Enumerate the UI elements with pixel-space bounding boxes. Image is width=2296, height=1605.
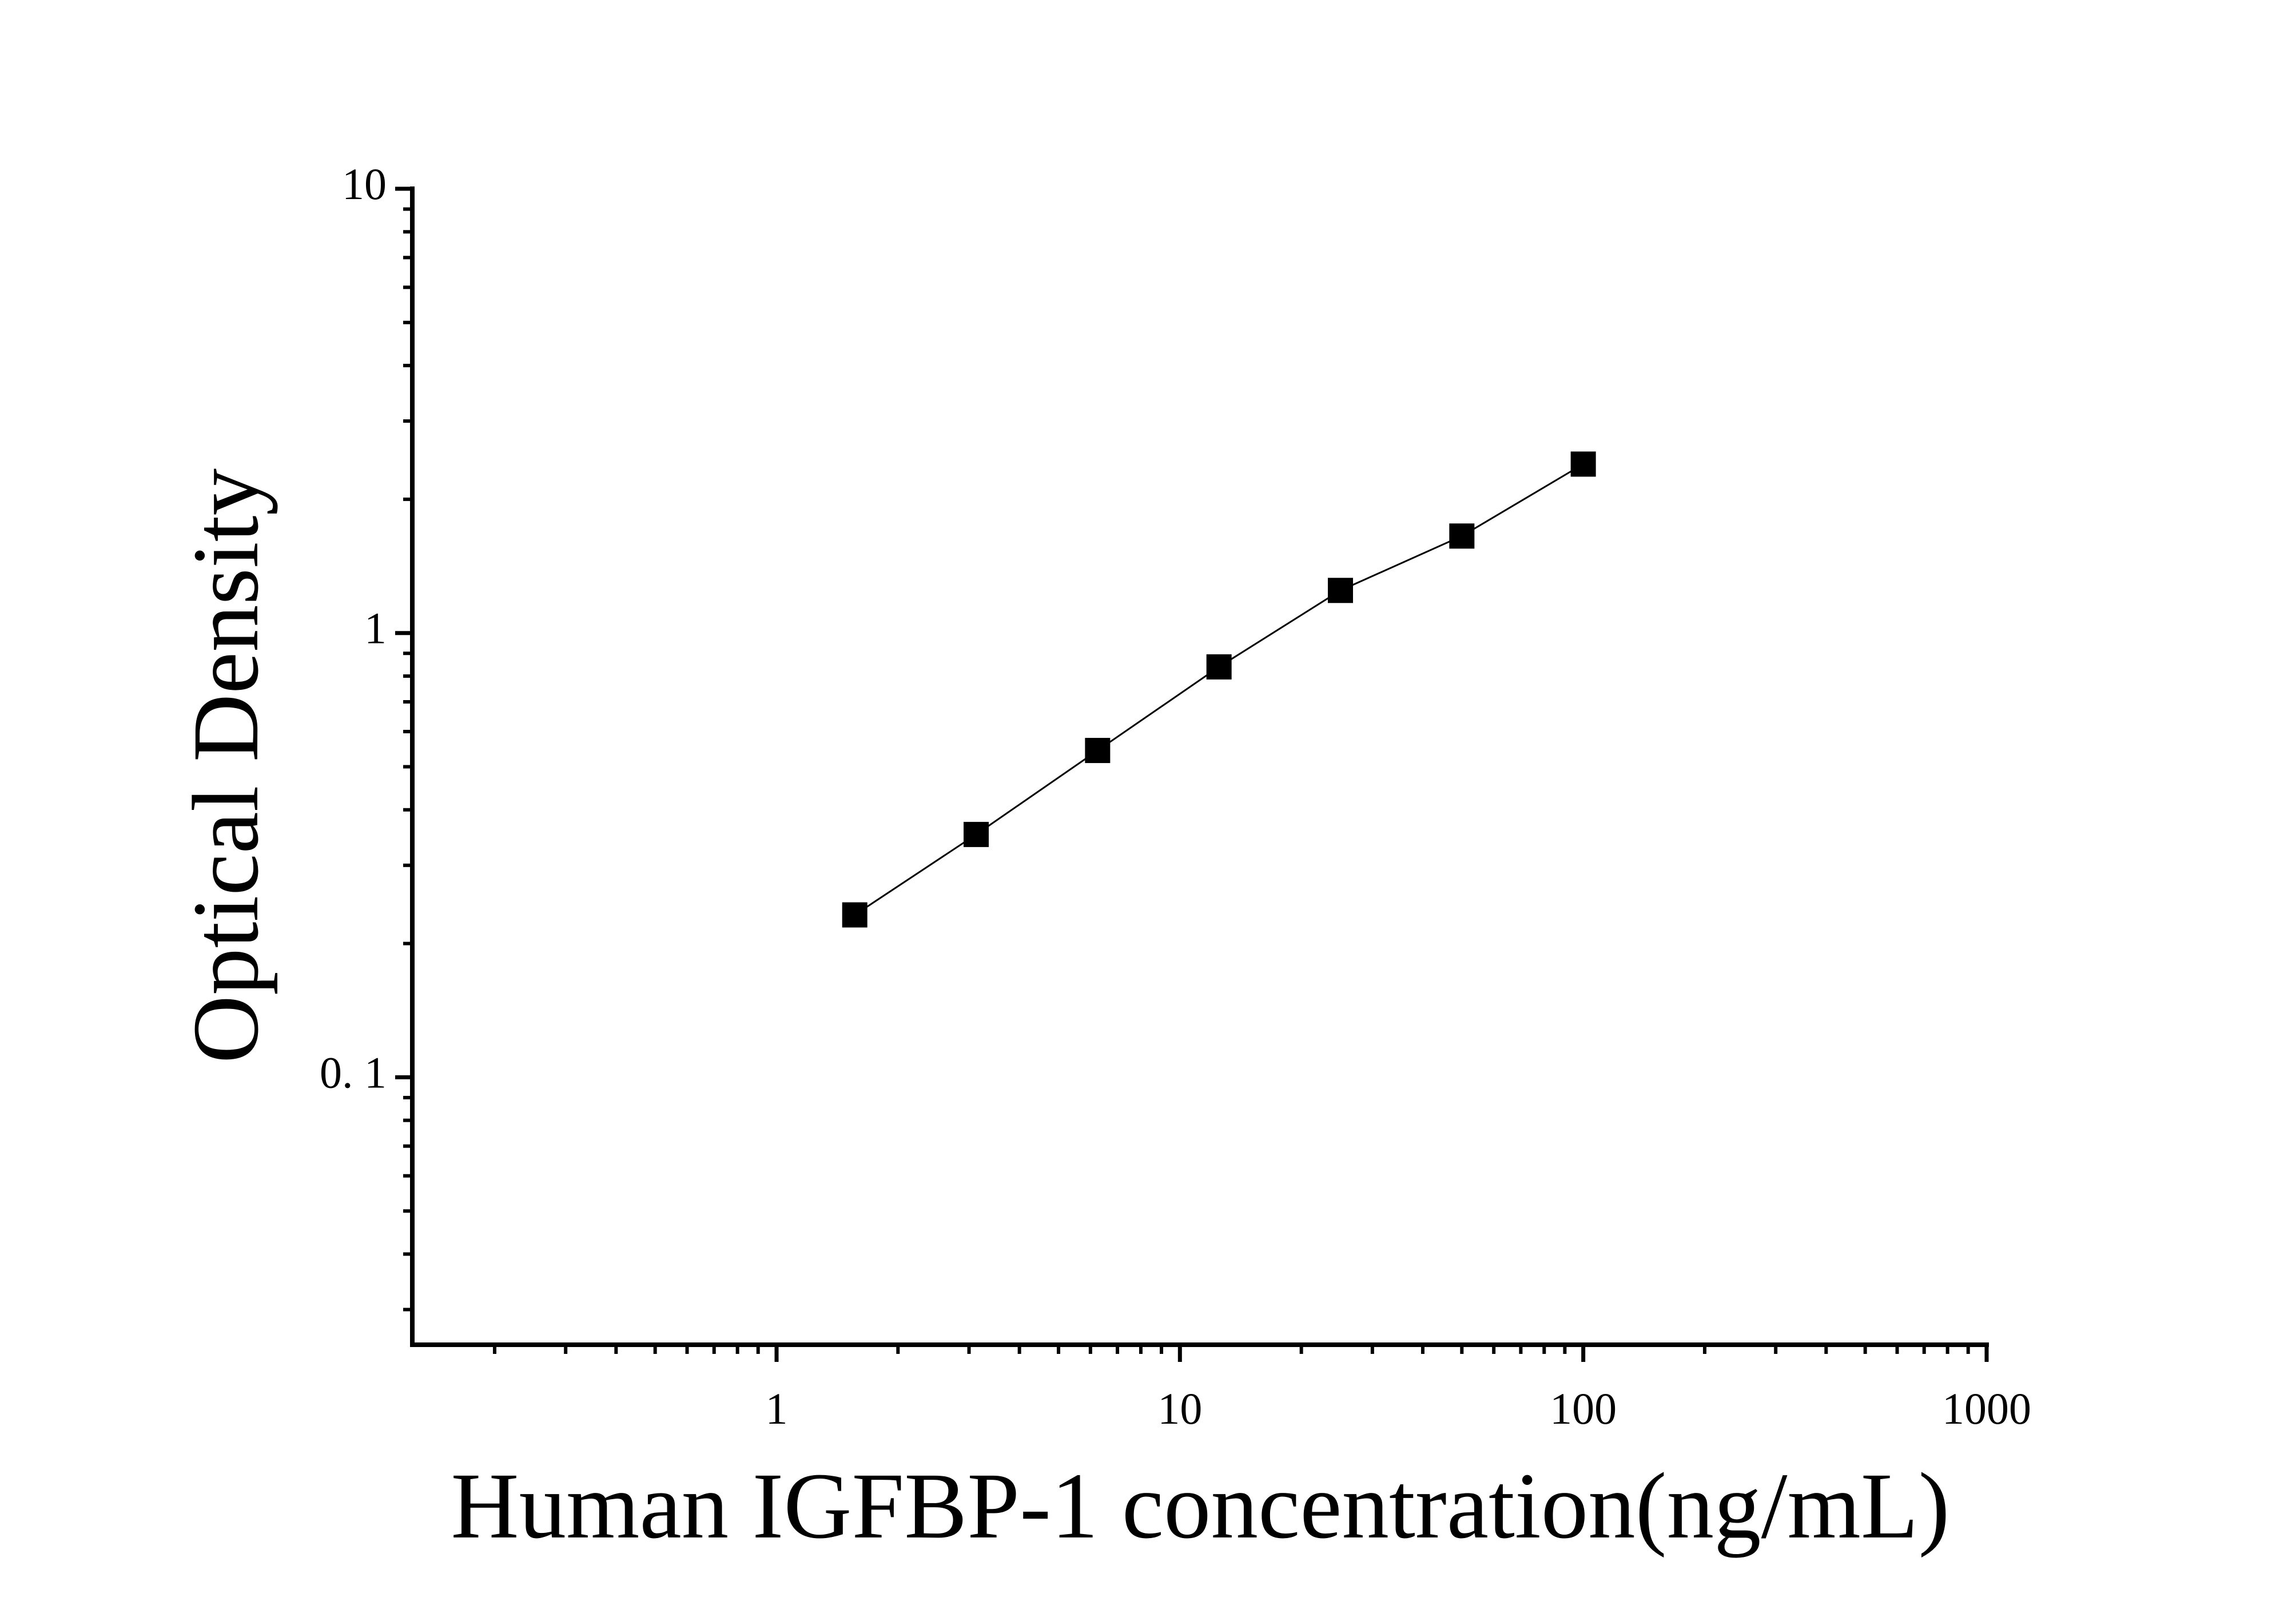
x-tick-label: 10 bbox=[1157, 1384, 1202, 1433]
x-tick-label: 1000 bbox=[1942, 1384, 2031, 1433]
y-tick-label: 1 bbox=[364, 603, 387, 653]
x-tick-label: 100 bbox=[1550, 1384, 1617, 1433]
marker bbox=[1206, 654, 1232, 680]
x-tick-label: 1 bbox=[765, 1384, 787, 1433]
y-tick-label: 10 bbox=[342, 159, 387, 209]
marker bbox=[842, 902, 868, 928]
y-tick-label: 0. 1 bbox=[320, 1047, 387, 1097]
marker bbox=[1570, 451, 1596, 477]
marker bbox=[1085, 738, 1111, 764]
marker bbox=[964, 821, 989, 847]
marker bbox=[1449, 523, 1475, 549]
x-axis-label: Human IGFBP-1 concentration(ng/mL) bbox=[451, 1453, 1949, 1558]
marker bbox=[1328, 578, 1354, 603]
y-axis-label: Optical Density bbox=[173, 468, 278, 1063]
